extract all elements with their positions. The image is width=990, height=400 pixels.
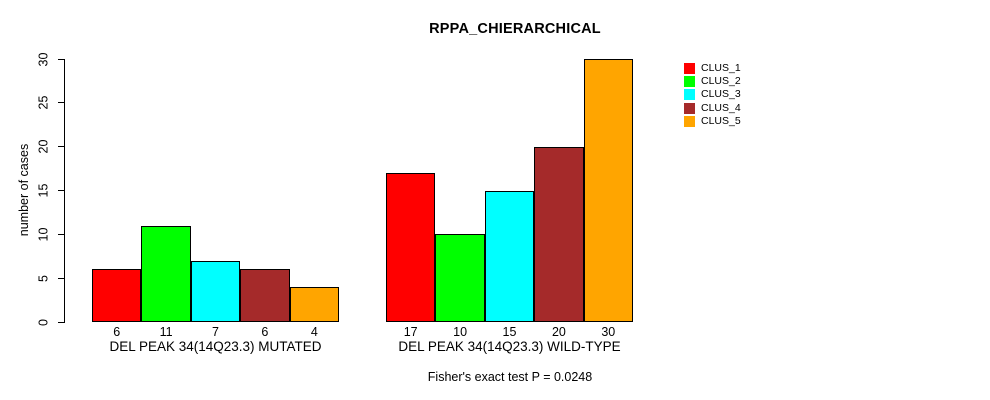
legend-swatch [684, 89, 695, 101]
legend-label: CLUS_4 [701, 101, 741, 114]
y-axis-tick-label: 25 [36, 95, 51, 110]
y-axis-tick-label: 20 [36, 139, 51, 154]
fisher-test-annotation: Fisher's exact test P = 0.0248 [427, 370, 593, 384]
y-axis-tick [58, 102, 65, 104]
bar-value-label: 10 [453, 325, 468, 339]
y-axis-tick [58, 233, 65, 235]
legend-item: CLUS_3 [684, 88, 741, 101]
bar [289, 286, 339, 322]
bar [534, 146, 584, 322]
group-label: DEL PEAK 34(14Q23.3) WILD-TYPE [398, 339, 621, 354]
bar [190, 260, 241, 322]
bar-value-label: 7 [212, 325, 219, 339]
legend-swatch [684, 76, 695, 88]
y-axis-tick [58, 190, 65, 191]
y-axis-tick-label: 5 [36, 274, 51, 282]
y-axis-tick [58, 146, 65, 148]
y-axis-tick-label: 0 [36, 318, 51, 326]
legend-item: CLUS_2 [684, 75, 741, 88]
legend-label: CLUS_3 [701, 88, 741, 101]
legend-swatch [684, 115, 695, 127]
bar [583, 59, 633, 322]
y-axis-tick-label: 10 [36, 227, 51, 242]
bar [386, 172, 436, 322]
bar-value-label: 17 [403, 325, 418, 339]
bar-value-label: 6 [261, 325, 269, 339]
chart-title: RPPA_CHIERARCHICAL [429, 21, 601, 37]
y-axis-tick [58, 277, 65, 279]
y-axis-tick [58, 321, 65, 323]
bar [435, 234, 485, 322]
bar-value-label: 4 [310, 325, 318, 339]
bar-value-label: 11 [159, 325, 173, 339]
legend-label: CLUS_5 [701, 114, 741, 127]
y-axis-line [64, 59, 65, 323]
legend-item: CLUS_4 [684, 102, 741, 115]
legend-label: CLUS_1 [701, 62, 741, 75]
bar-value-label: 20 [551, 325, 566, 339]
legend-swatch [684, 102, 695, 114]
bar [240, 269, 290, 322]
y-axis-tick-label: 30 [36, 52, 51, 66]
legend-item: CLUS_1 [684, 62, 741, 75]
bar [484, 190, 535, 322]
bar-value-label: 6 [113, 325, 121, 339]
bar-value-label: 15 [502, 325, 517, 339]
y-axis-tick-label: 15 [36, 183, 51, 198]
bar [92, 269, 142, 322]
y-axis-tick [58, 58, 65, 60]
y-axis-label: number of cases [17, 143, 31, 237]
bar-value-label: 30 [601, 325, 616, 339]
group-label: DEL PEAK 34(14Q23.3) MUTATED [109, 339, 322, 354]
legend: CLUS_1 CLUS_2 CLUS_3 CLUS_4 CLUS_5 [684, 62, 741, 128]
legend-item: CLUS_5 [684, 115, 741, 128]
legend-label: CLUS_2 [701, 75, 741, 88]
bar [141, 225, 191, 322]
legend-swatch [684, 63, 695, 75]
